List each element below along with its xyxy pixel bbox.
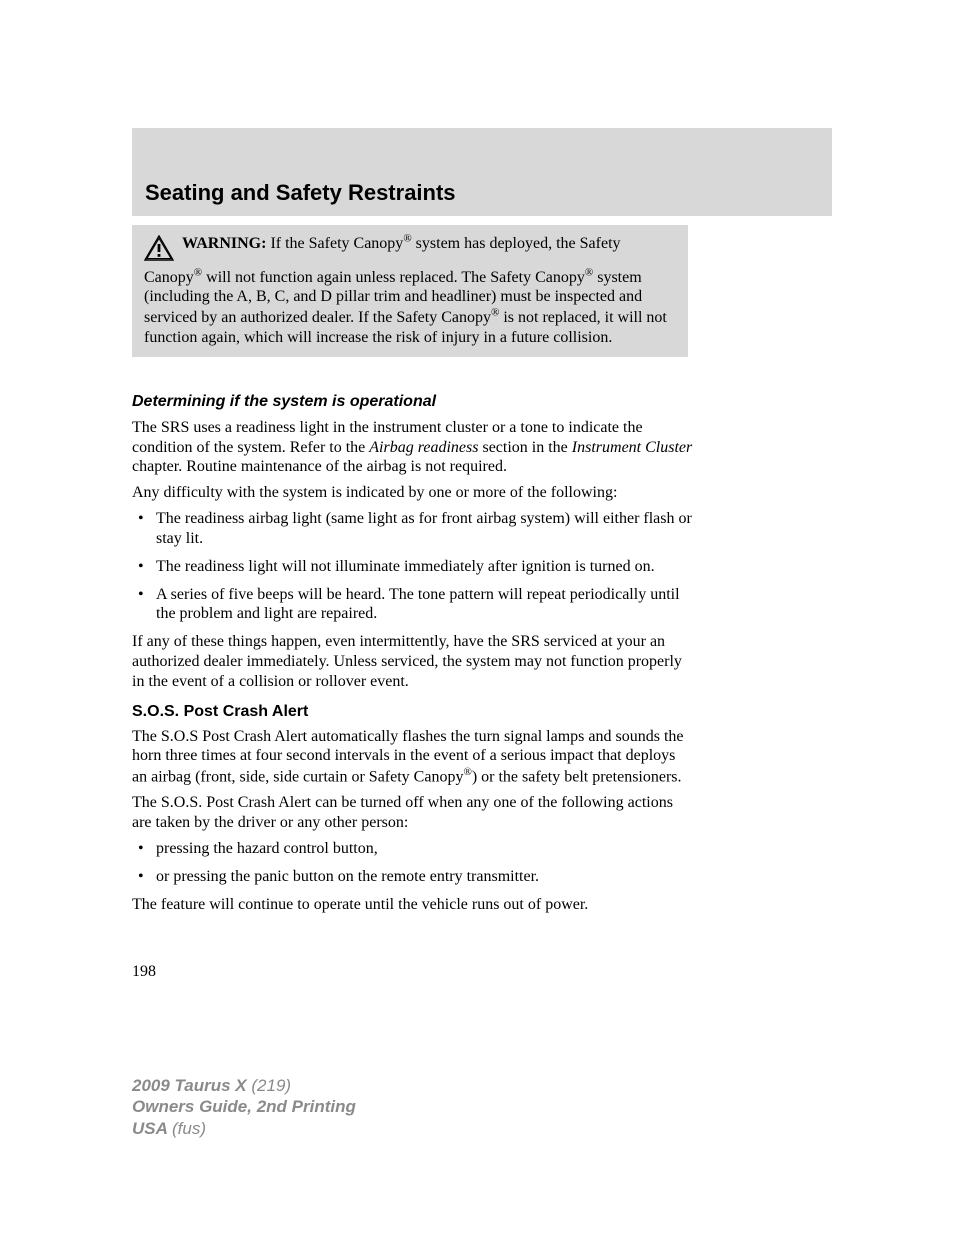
warning-text: WARNING: If the Safety Canopy® system ha… [144, 235, 667, 345]
footer-line: 2009 Taurus X (219) [132, 1075, 356, 1096]
list-item: pressing the hazard control button, [132, 839, 694, 859]
bullet-list: pressing the hazard control button, or p… [132, 839, 694, 887]
footer-line: Owners Guide, 2nd Printing [132, 1096, 356, 1117]
paragraph: The SRS uses a readiness light in the in… [132, 418, 694, 477]
page-footer: 2009 Taurus X (219) Owners Guide, 2nd Pr… [132, 1075, 356, 1139]
paragraph: Any difficulty with the system is indica… [132, 483, 694, 503]
warning-label: WARNING: [182, 235, 266, 252]
bullet-list: The readiness airbag light (same light a… [132, 509, 694, 624]
paragraph: The S.O.S. Post Crash Alert can be turne… [132, 793, 694, 833]
warning-callout: WARNING: If the Safety Canopy® system ha… [132, 225, 688, 357]
footer-line: USA (fus) [132, 1118, 356, 1139]
list-item: The readiness airbag light (same light a… [132, 509, 694, 549]
section-title: Seating and Safety Restraints [145, 180, 456, 206]
list-item: or pressing the panic button on the remo… [132, 867, 694, 887]
page-body: Determining if the system is operational… [132, 392, 694, 921]
subheading-sos: S.O.S. Post Crash Alert [132, 702, 694, 722]
paragraph: The feature will continue to operate unt… [132, 895, 694, 915]
subheading-determining: Determining if the system is operational [132, 392, 694, 412]
page-number: 198 [132, 963, 156, 981]
list-item: The readiness light will not illuminate … [132, 557, 694, 577]
list-item: A series of five beeps will be heard. Th… [132, 585, 694, 625]
warning-triangle-icon [144, 235, 174, 267]
paragraph: The S.O.S Post Crash Alert automatically… [132, 727, 694, 788]
paragraph: If any of these things happen, even inte… [132, 632, 694, 691]
